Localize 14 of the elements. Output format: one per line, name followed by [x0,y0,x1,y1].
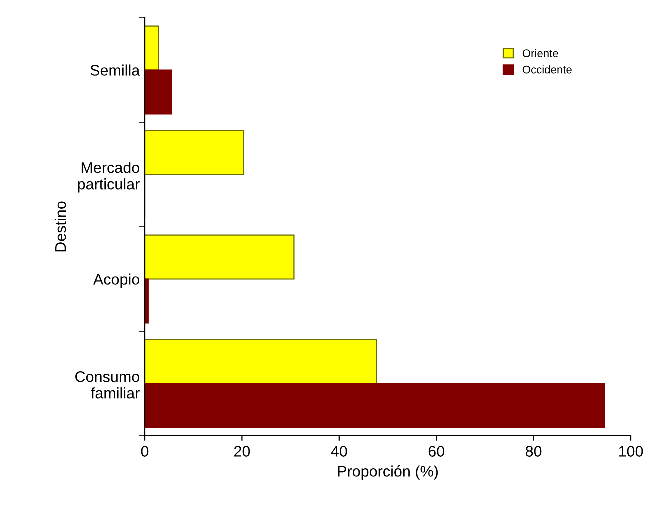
y-axis-title: Destino [54,202,66,252]
x-tick-label: 100 [619,446,644,457]
x-tick-label: 0 [141,446,149,457]
x-tick-label: 20 [234,446,250,457]
y-tick-label: Acopio [93,274,140,288]
legend-label: Occidente [522,66,572,74]
y-tick-label: Semilla [90,64,140,76]
y-tick-label: Mercado particular [78,162,140,193]
x-tick-label: 80 [526,446,542,457]
x-axis-title: Proporción (%) [338,466,438,480]
y-tick-label: Consumo familiar [76,371,140,399]
x-tick-label: 40 [331,446,348,457]
legend-label: Oriente [522,49,558,58]
x-tick-label: 60 [428,446,444,457]
